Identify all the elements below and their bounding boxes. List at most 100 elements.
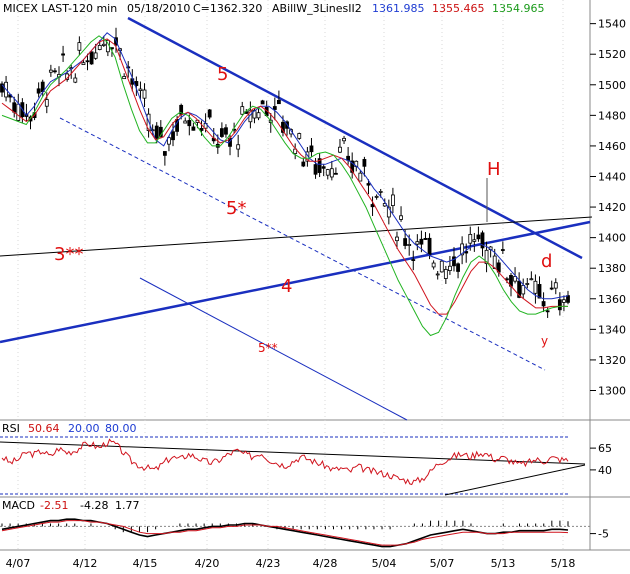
y-tick-label: 1520 xyxy=(598,48,626,61)
candle-body xyxy=(342,137,346,142)
macd-histogram xyxy=(0,520,590,533)
y-tick-label: 1300 xyxy=(598,384,626,397)
candle-body xyxy=(289,129,294,135)
wave-labels: 5 5* 5** 3** 4 H d y xyxy=(54,64,552,355)
candle-body xyxy=(350,160,355,173)
rsi-series xyxy=(1,438,569,486)
y-tick-label: 1400 xyxy=(598,232,626,245)
candle-body xyxy=(81,62,86,66)
x-tick-label: 5/07 xyxy=(430,557,455,570)
candle-body xyxy=(142,89,147,99)
candle-body xyxy=(16,103,21,121)
y-tick-label: 1320 xyxy=(598,354,626,367)
candle-body xyxy=(484,249,489,265)
candle-body xyxy=(435,273,440,276)
x-axis: 4/07 4/12 4/15 4/20 4/23 4/28 5/04 5/07 5/13 5/18 xyxy=(6,557,576,570)
candle-body xyxy=(448,265,452,271)
candle-body xyxy=(313,164,318,175)
trendline-5 xyxy=(127,16,583,260)
candle-body xyxy=(61,53,65,56)
candle-body xyxy=(517,280,522,298)
candle-body xyxy=(272,106,277,110)
candle-body xyxy=(122,76,127,80)
candle-body xyxy=(179,104,184,115)
candle-body xyxy=(281,121,285,133)
candle-body xyxy=(431,262,436,268)
candle-body xyxy=(480,232,485,249)
candle-body xyxy=(167,137,171,145)
candle-body xyxy=(391,194,395,206)
candle-body xyxy=(468,233,473,244)
candle-body xyxy=(399,215,403,220)
candle-body xyxy=(224,127,228,135)
candle-body xyxy=(566,295,570,303)
x-tick-label: 4/15 xyxy=(133,557,158,570)
x-tick-label: 5/18 xyxy=(551,557,576,570)
candle-body xyxy=(77,42,82,51)
y-tick-label: 1380 xyxy=(598,262,626,275)
rsi-line xyxy=(1,438,569,486)
candle-body xyxy=(533,280,538,294)
symbol-label: MICEX LAST-120 min xyxy=(3,2,117,15)
candle-body xyxy=(443,269,448,279)
candle-body xyxy=(378,191,383,193)
candle-body xyxy=(456,263,460,272)
y-tick-label: 1540 xyxy=(598,18,626,31)
candle-body xyxy=(325,169,330,176)
candle-body xyxy=(260,100,265,105)
value-2-label: 1355.465 xyxy=(432,2,485,15)
date-label: 05/18/2010 xyxy=(127,2,190,15)
candle-body xyxy=(333,172,338,175)
candle-body xyxy=(370,204,375,208)
ma-green-line xyxy=(1,35,568,337)
wave-label-5-star: 5* xyxy=(226,198,246,219)
candle-body xyxy=(439,260,444,273)
x-tick-label: 4/12 xyxy=(73,557,98,570)
candle-body xyxy=(309,145,314,153)
candle-body xyxy=(101,43,106,46)
candle-body xyxy=(321,166,326,169)
trend-lines xyxy=(0,16,593,421)
wave-label-h: H xyxy=(487,159,501,180)
macd-value-1: -2.51 xyxy=(40,499,68,512)
wave-label-4: 4 xyxy=(281,276,292,297)
y-tick-label: 1460 xyxy=(598,140,626,153)
candle-body xyxy=(329,168,334,178)
candle-body xyxy=(240,106,245,115)
wave-label-y: y xyxy=(541,334,548,348)
candle-body xyxy=(53,70,57,73)
candle-body xyxy=(395,236,399,242)
candle-body xyxy=(85,60,90,63)
candle-body xyxy=(219,128,224,137)
y-tick-label: 1500 xyxy=(598,79,626,92)
candle-body xyxy=(48,69,53,73)
candle-body xyxy=(183,120,188,124)
candle-body xyxy=(500,249,505,251)
candle-body xyxy=(276,99,281,105)
y-tick-label: 1360 xyxy=(598,293,626,306)
close-label: C=1362.320 xyxy=(193,2,262,15)
x-tick-label: 4/28 xyxy=(313,557,338,570)
candle-body xyxy=(545,310,550,313)
candle-body xyxy=(346,155,351,161)
candle-body xyxy=(97,45,102,50)
candle-body xyxy=(358,172,363,182)
candle-body xyxy=(191,126,196,131)
candle-body xyxy=(138,88,143,91)
macd-panel: MACD -2.51 -4.28 1.77 xyxy=(0,499,590,548)
x-tick-label: 4/20 xyxy=(195,557,220,570)
candle-body xyxy=(472,239,477,242)
y-tick-label: 1480 xyxy=(598,109,626,122)
trendline-5-double-star xyxy=(139,277,408,421)
candle-body xyxy=(525,283,530,285)
x-tick-label: 5/04 xyxy=(372,557,397,570)
candle-body xyxy=(521,285,526,295)
rsi-lower-trendline xyxy=(444,464,586,496)
value-3-label: 1354.965 xyxy=(492,2,545,15)
macd-y-tick-label: -5 xyxy=(598,528,609,541)
candle-body xyxy=(537,284,542,299)
candle-body xyxy=(460,243,465,256)
candle-body xyxy=(427,237,432,255)
candle-body xyxy=(301,161,306,167)
macd-series xyxy=(1,518,569,548)
